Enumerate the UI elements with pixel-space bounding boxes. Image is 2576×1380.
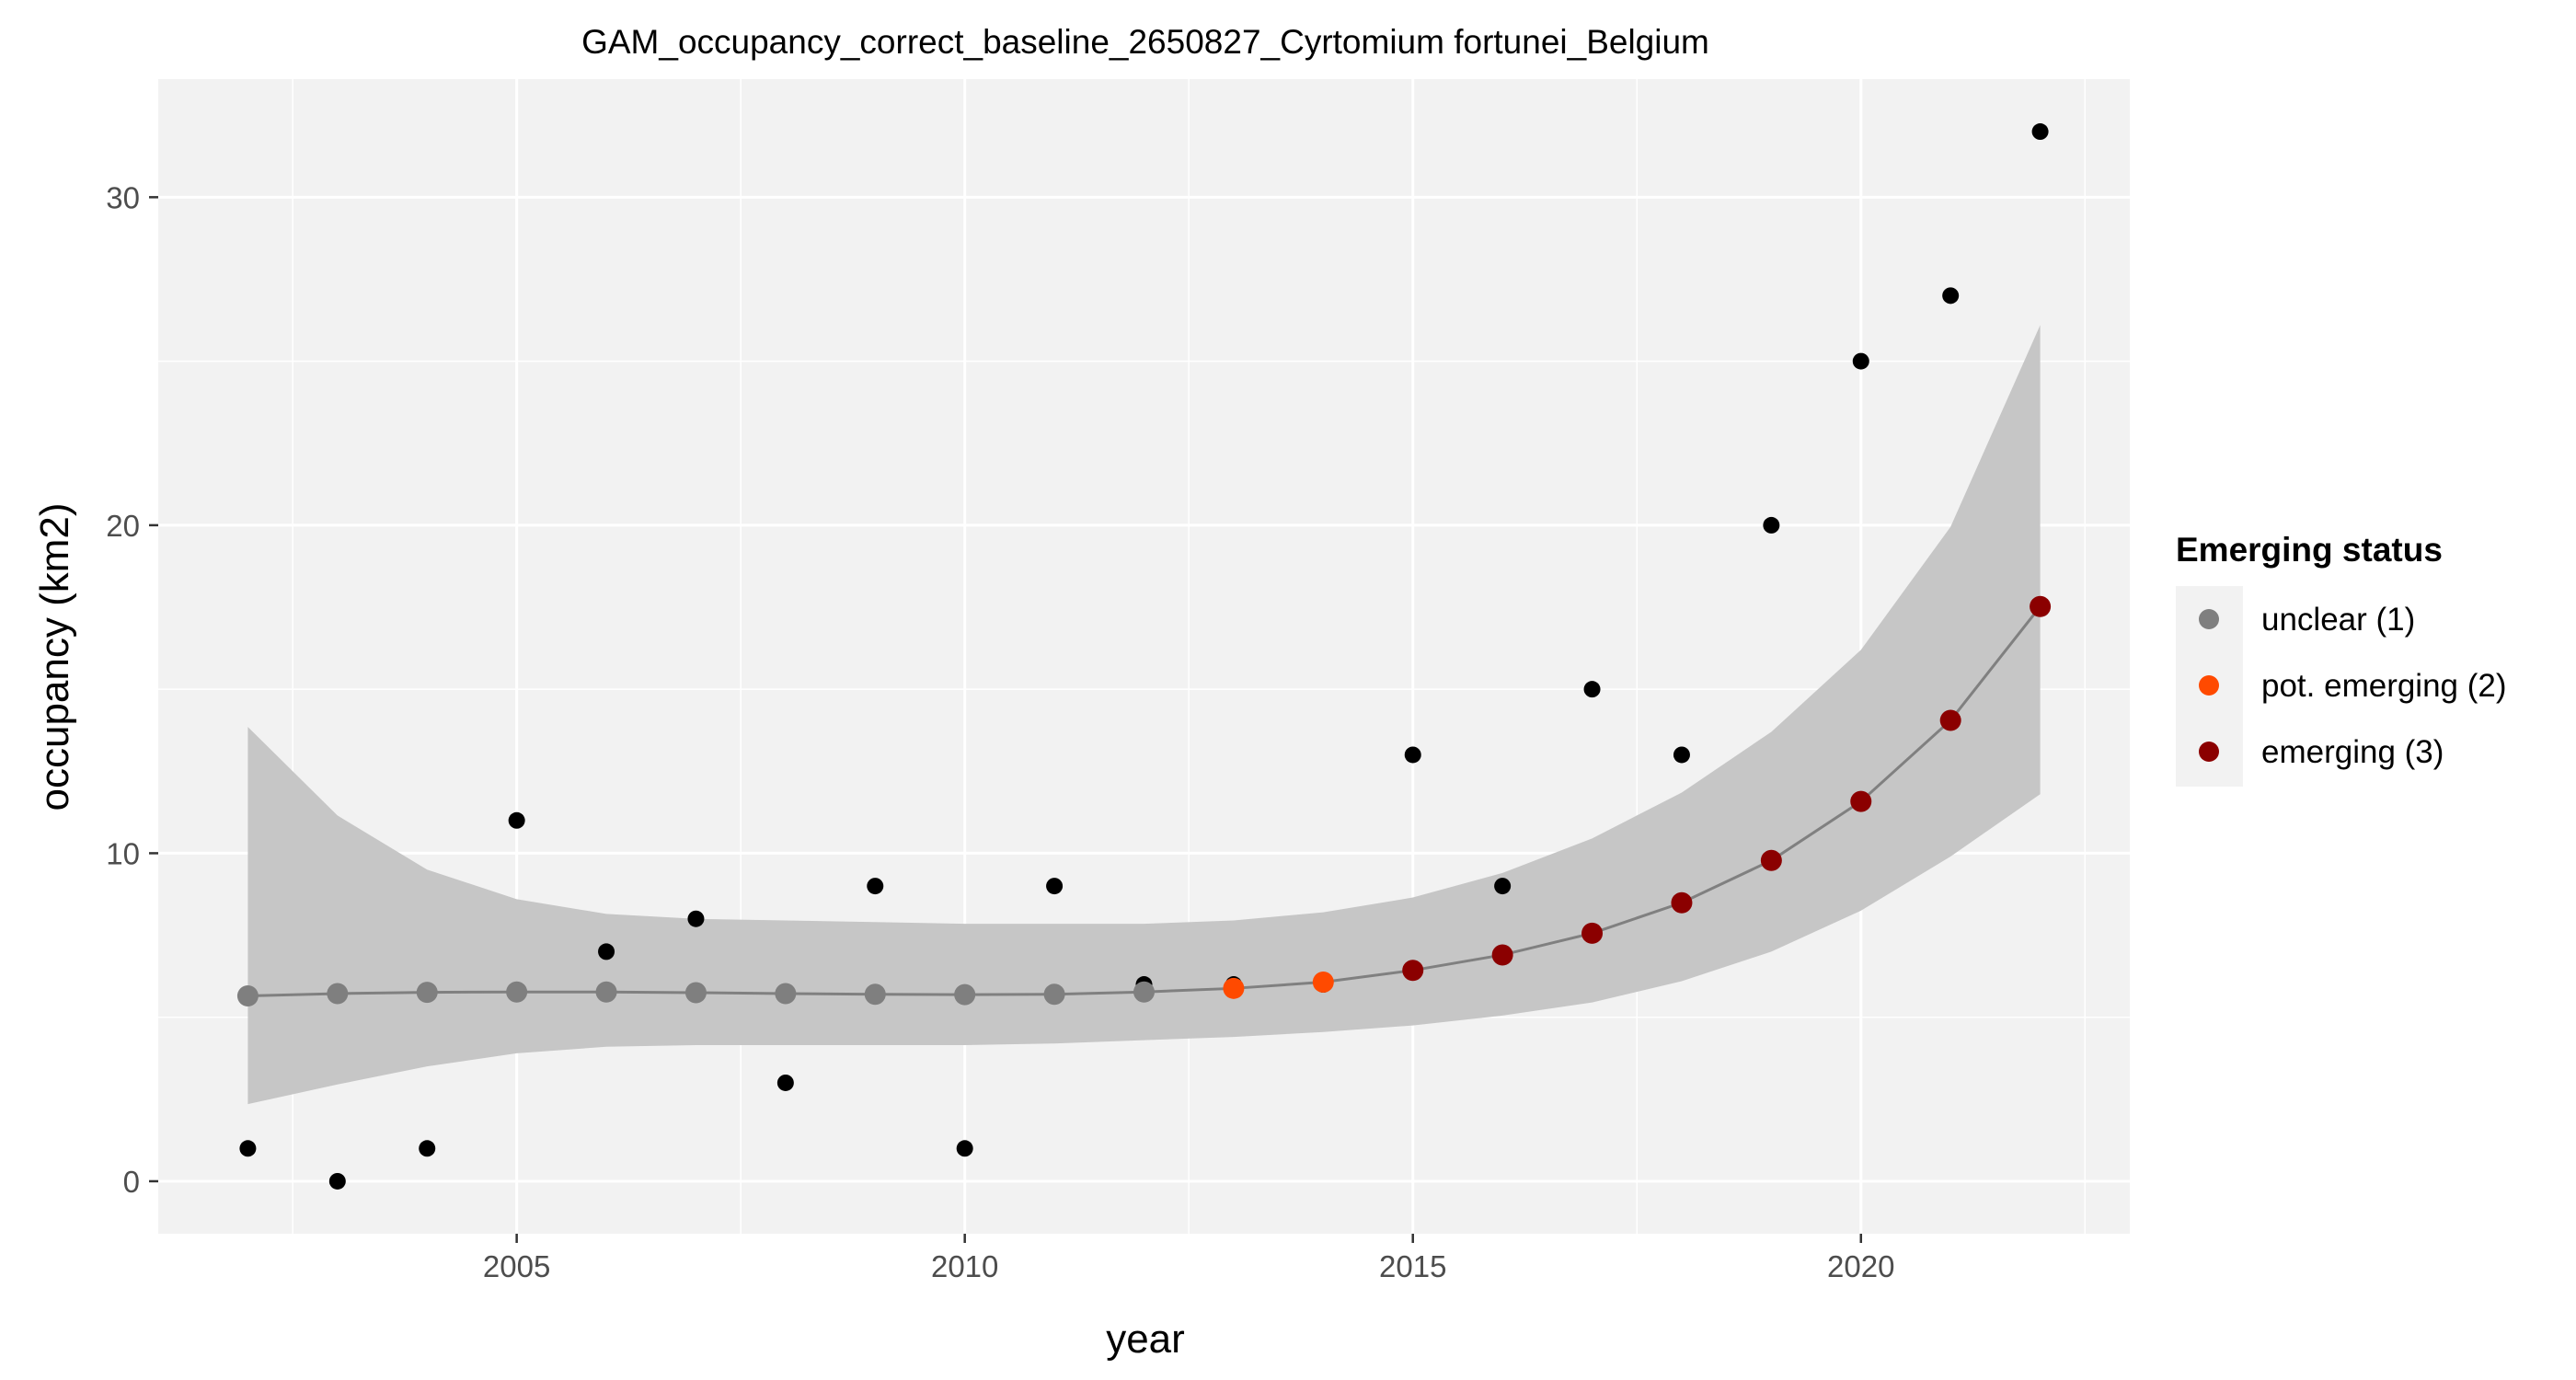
legend-key xyxy=(2199,609,2219,629)
y-axis: 0 10 20 30 xyxy=(106,180,158,1199)
observed-point xyxy=(1494,878,1512,895)
observed-point xyxy=(1763,516,1780,534)
observed-point xyxy=(956,1140,973,1157)
fitted-point xyxy=(595,981,617,1003)
y-axis-title: occupancy (km2) xyxy=(32,502,77,811)
observed-point xyxy=(508,811,525,829)
observed-point xyxy=(1046,878,1064,895)
fitted-point xyxy=(236,985,259,1007)
legend-key xyxy=(2199,675,2219,696)
fitted-point xyxy=(327,983,349,1005)
fitted-point xyxy=(1133,981,1155,1003)
fitted-point xyxy=(775,983,797,1005)
observed-point xyxy=(328,1172,346,1190)
observed-point xyxy=(1404,746,1421,764)
x-axis-title: year xyxy=(1106,1317,1185,1362)
legend-label: unclear (1) xyxy=(2261,602,2415,638)
fitted-point xyxy=(1402,960,1424,982)
fitted-point xyxy=(506,981,528,1003)
chart-title: GAM_occupancy_correct_baseline_2650827_C… xyxy=(581,23,1709,61)
observed-point xyxy=(1673,746,1690,764)
x-tick-label: 2020 xyxy=(1827,1249,1894,1283)
fitted-point xyxy=(864,983,886,1006)
y-tick-label: 10 xyxy=(106,836,140,870)
confidence-ribbon xyxy=(247,325,2041,1105)
x-tick-label: 2005 xyxy=(483,1249,550,1283)
legend-title: Emerging status xyxy=(2176,531,2443,569)
fitted-point xyxy=(1850,790,1872,812)
fitted-point xyxy=(1581,922,1604,944)
x-axis: 2005 2010 2015 2020 xyxy=(483,1234,1894,1283)
legend-key xyxy=(2199,742,2219,762)
fitted-point xyxy=(1223,977,1245,999)
observed-point xyxy=(598,943,615,960)
fitted-point xyxy=(1491,944,1513,966)
fitted-point xyxy=(1939,709,1961,731)
fitted-point xyxy=(1760,849,1782,871)
y-tick-label: 30 xyxy=(106,180,140,214)
observed-point xyxy=(867,878,884,895)
observed-point xyxy=(687,910,705,927)
fitted-point xyxy=(1671,891,1693,914)
legend: Emerging status unclear (1) pot. emerging… xyxy=(2176,531,2507,787)
fitted-points xyxy=(236,595,2052,1007)
observed-point xyxy=(1942,287,1960,305)
observed-point xyxy=(776,1074,794,1091)
observed-point xyxy=(239,1140,257,1157)
observed-point xyxy=(419,1140,436,1157)
observed-point xyxy=(1583,681,1601,698)
fitted-point xyxy=(954,983,976,1006)
fitted-point xyxy=(416,982,438,1004)
fitted-point xyxy=(1043,983,1065,1006)
x-tick-label: 2015 xyxy=(1379,1249,1446,1283)
fitted-point xyxy=(684,982,707,1004)
y-tick-label: 0 xyxy=(123,1165,140,1199)
y-tick-label: 20 xyxy=(106,509,140,543)
fitted-point xyxy=(2030,595,2052,617)
observed-point xyxy=(2031,123,2049,141)
observed-point xyxy=(1852,352,1869,370)
fitted-point xyxy=(1312,972,1334,994)
legend-label: pot. emerging (2) xyxy=(2261,668,2507,704)
x-tick-label: 2010 xyxy=(931,1249,998,1283)
legend-label: emerging (3) xyxy=(2261,734,2444,770)
